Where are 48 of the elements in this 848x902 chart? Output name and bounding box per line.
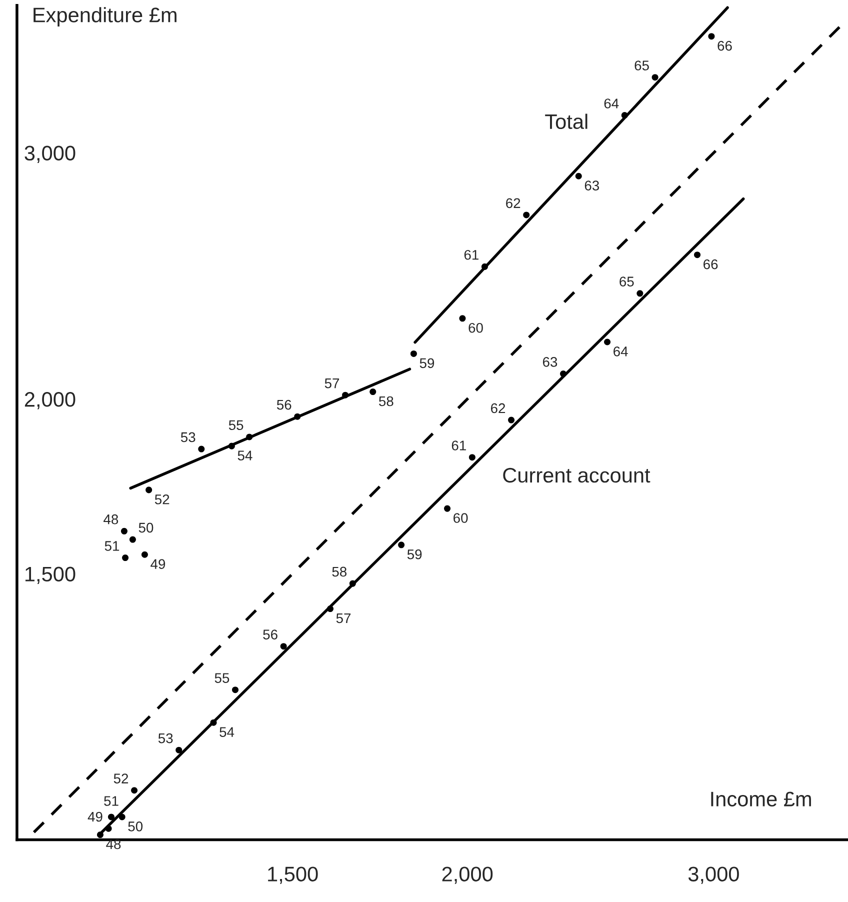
annotation: 61 <box>452 440 466 450</box>
annotation: 59 <box>407 549 422 560</box>
annotation: 49 <box>88 812 102 822</box>
annotation: 51 <box>104 796 118 806</box>
annotation: 54 <box>238 450 252 460</box>
annotation: 52 <box>114 774 128 784</box>
y-axis-title: Expenditure £m <box>34 7 176 26</box>
annotation: 63 <box>542 357 558 367</box>
y-tick-label: 2,000 <box>24 392 76 410</box>
annotation: 66 <box>704 259 718 270</box>
annotation: 50 <box>128 822 143 832</box>
y-tick-label: 3,000 <box>24 146 76 164</box>
annotation: 52 <box>154 494 170 504</box>
annotation: 64 <box>614 346 628 356</box>
annotation: 51 <box>104 541 120 551</box>
x-axis-title: Income £m <box>711 792 811 806</box>
x-tick-label: 2,000 <box>442 866 493 884</box>
series-label: Total <box>545 114 588 130</box>
y-tick-label: 1,500 <box>25 566 76 584</box>
annotation: 56 <box>263 630 278 640</box>
annotation: 62 <box>506 198 520 208</box>
annotation: 53 <box>180 432 196 442</box>
annotation: 63 <box>584 180 600 190</box>
annotation: 55 <box>214 673 230 683</box>
annotation: 58 <box>332 566 347 577</box>
annotation: 57 <box>336 613 351 624</box>
annotation: 55 <box>228 420 244 430</box>
series-label: Current account <box>503 468 650 483</box>
annotation: 61 <box>464 250 478 260</box>
annotation: 60 <box>454 513 468 523</box>
annotation: 50 <box>138 522 154 533</box>
annotation: 66 <box>718 40 732 51</box>
annotation: 53 <box>158 733 173 744</box>
x-tick-label: 1,500 <box>268 866 318 884</box>
annotation: 65 <box>620 276 634 286</box>
annotation: 58 <box>378 396 394 406</box>
annotation: 48 <box>106 839 121 850</box>
annotation: 48 <box>104 514 118 524</box>
annotation: 59 <box>420 358 434 368</box>
annotation: 60 <box>468 322 483 333</box>
annotation: 62 <box>490 403 506 414</box>
annotation: 49 <box>150 559 166 569</box>
annotation: 57 <box>324 378 340 388</box>
x-tick-label: 3,000 <box>688 866 739 884</box>
annotation: 64 <box>604 98 619 108</box>
annotation: 54 <box>220 727 234 737</box>
annotation: 56 <box>276 400 292 410</box>
annotation: 65 <box>634 60 649 70</box>
